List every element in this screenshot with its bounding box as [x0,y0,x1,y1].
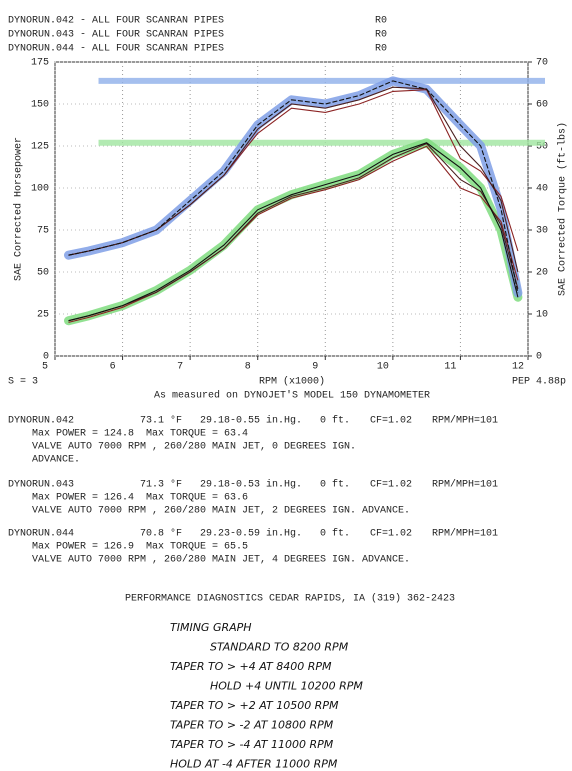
header-line: DYNORUN.042 - ALL FOUR SCANRAN PIPES [8,16,224,27]
header-code: R0 [375,44,387,55]
run-line: ADVANCE. [32,455,80,466]
run-field: 71.3 °F [140,479,182,491]
header-code: R0 [375,30,387,41]
x-tick-label: 9 [312,362,318,373]
left-note: S = 3 [8,377,38,388]
y2-axis-label: SAE Corrected Torque (ft-lbs) [557,122,569,296]
run-field: DYNORUN.043 [8,480,74,491]
handwritten-note: HOLD +4 UNTIL 10200 RPM [210,680,363,693]
run-field: DYNORUN.044 [8,529,74,540]
run-line: Max POWER = 124.8 Max TORQUE = 63.4 [32,429,248,440]
run-line: VALVE AUTO 7000 RPM , 260/280 MAIN JET, … [32,441,356,453]
header-line: DYNORUN.044 - ALL FOUR SCANRAN PIPES [8,44,224,55]
run-field: DYNORUN.042 [8,416,74,427]
run-line: VALVE AUTO 7000 RPM , 260/280 MAIN JET, … [32,554,410,566]
run-field: RPM/MPH=101 [432,415,498,427]
x-tick-label: 6 [110,362,116,373]
y-tick-label: 50 [37,268,49,279]
series-line [68,142,519,322]
y2-tick-label: 30 [536,226,548,237]
header-line: DYNORUN.043 - ALL FOUR SCANRAN PIPES [8,30,224,41]
run-field: 29.18-0.53 in.Hg. [200,479,302,491]
run-field: CF=1.02 [370,529,412,540]
handwritten-note: TAPER TO > +4 AT 8400 RPM [170,660,332,673]
y-tick-label: 125 [31,142,49,153]
handwritten-note: STANDARD TO 8200 RPM [210,641,349,654]
plot-frame [54,61,529,357]
run-field: RPM/MPH=101 [432,528,498,540]
run-field: CF=1.02 [370,480,412,491]
x-tick-label: 10 [377,362,389,373]
caption: As measured on DYNOJET'S MODEL 150 DYNAM… [154,390,430,402]
series-line [68,142,519,322]
y2-tick-label: 20 [536,268,548,279]
handwritten-note: TIMING GRAPH [170,621,252,634]
handwritten-note: TAPER TO > -4 AT 11000 RPM [170,738,334,751]
x-tick-label: 7 [177,362,183,373]
run-field: 70.8 °F [140,528,182,540]
run-field: RPM/MPH=101 [432,479,498,491]
run-field: 0 ft. [320,415,350,427]
footer: PERFORMANCE DIAGNOSTICS CEDAR RAPIDS, IA… [125,593,455,605]
y-axis-label: SAE Corrected Horsepower [13,137,25,281]
y2-tick-label: 0 [536,352,542,363]
run-line: Max POWER = 126.4 Max TORQUE = 63.6 [32,493,248,504]
handwritten-note: TAPER TO > +2 AT 10500 RPM [170,699,339,712]
y-tick-label: 150 [31,100,49,111]
run-line: VALVE AUTO 7000 RPM , 260/280 MAIN JET, … [32,505,410,517]
run-field: CF=1.02 [370,416,412,427]
y2-tick-label: 70 [536,58,548,69]
y-tick-label: 75 [37,226,49,237]
run-field: 0 ft. [320,479,350,491]
y2-tick-label: 40 [536,184,548,195]
series-line [68,145,519,323]
x-tick-label: 5 [42,362,48,373]
y-tick-label: 25 [37,310,49,321]
header-code: R0 [375,16,387,27]
x-tick-label: 11 [444,362,456,373]
run-field: 29.23-0.59 in.Hg. [200,528,302,540]
x-tick-label: 8 [245,362,251,373]
y2-tick-label: 50 [536,142,548,153]
series-band [64,76,523,298]
x-axis-label: RPM (x1000) [259,376,325,388]
right-note: PEP 4.88p [512,377,566,388]
x-tick-label: 12 [512,362,524,373]
y-tick-label: 0 [43,352,49,363]
y2-tick-label: 10 [536,310,548,321]
run-field: 29.18-0.55 in.Hg. [200,415,302,427]
run-field: 0 ft. [320,528,350,540]
run-line: Max POWER = 126.9 Max TORQUE = 65.5 [32,542,248,553]
handwritten-note: TAPER TO > -2 AT 10800 RPM [170,719,334,732]
y-tick-label: 100 [31,184,49,195]
y-tick-label: 175 [31,58,49,69]
handwritten-note: HOLD AT -4 AFTER 11000 RPM [170,758,338,771]
series-line [68,80,519,294]
run-field: 73.1 °F [140,415,182,427]
y2-tick-label: 60 [536,100,548,111]
